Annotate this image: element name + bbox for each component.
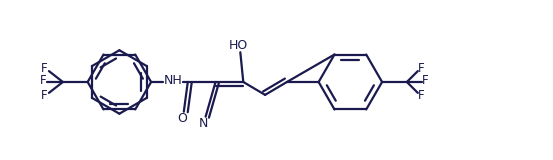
Text: F: F <box>41 89 48 102</box>
Text: F: F <box>41 62 48 75</box>
Text: N: N <box>199 117 208 130</box>
Text: F: F <box>40 73 46 87</box>
Text: O: O <box>177 112 187 125</box>
Text: HO: HO <box>229 39 248 52</box>
Text: F: F <box>422 73 429 87</box>
Text: NH: NH <box>164 73 182 87</box>
Text: F: F <box>418 62 424 75</box>
Text: F: F <box>418 89 424 102</box>
